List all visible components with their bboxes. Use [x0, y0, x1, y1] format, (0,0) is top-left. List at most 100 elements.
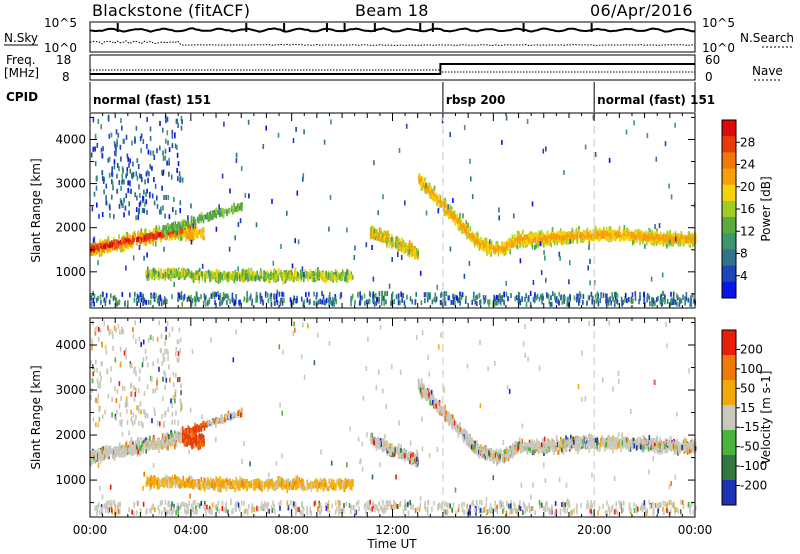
freq-trace — [90, 63, 695, 75]
power-cell — [99, 294, 102, 300]
power-cell — [634, 234, 637, 240]
power-cell — [139, 136, 142, 142]
power-cell — [436, 201, 438, 207]
power-cell — [461, 220, 463, 226]
power-cell — [162, 127, 164, 133]
power-cell — [259, 298, 262, 304]
power-cell — [170, 174, 173, 180]
power-cell — [171, 267, 174, 273]
power-cell — [94, 251, 96, 257]
power-cell — [640, 231, 643, 237]
power-cell — [105, 292, 108, 298]
power-cell — [213, 291, 216, 297]
power-cell — [605, 293, 607, 299]
power-cell — [463, 273, 466, 279]
nsearch-trace — [89, 40, 695, 47]
power-cell — [567, 296, 569, 302]
power-cell — [551, 227, 554, 232]
velocity-cell — [101, 446, 104, 452]
power-cell — [96, 202, 98, 208]
power-cell — [505, 115, 508, 121]
power-cell — [199, 270, 201, 276]
power-cell — [168, 214, 171, 220]
power-cell — [100, 124, 102, 130]
power-cell — [547, 233, 550, 238]
velocity-cell — [180, 390, 182, 396]
velocity-cell — [95, 397, 97, 403]
velocity-cell — [134, 387, 137, 393]
velocity-cell — [153, 444, 155, 450]
power-cell — [166, 116, 169, 122]
power-cell — [177, 232, 180, 238]
power-cell — [177, 222, 180, 228]
freq-panel-frame — [89, 54, 696, 81]
power-cell — [386, 242, 388, 248]
power-cell — [183, 271, 186, 277]
power-cell — [240, 166, 243, 171]
power-cell — [666, 235, 669, 241]
power-cell — [90, 301, 93, 307]
power-cell — [425, 185, 428, 191]
power-cell — [191, 226, 193, 232]
power-cell — [427, 293, 430, 299]
power-cell — [260, 270, 263, 276]
power-cell — [103, 189, 105, 195]
power-cell — [232, 275, 234, 280]
power-cell — [488, 299, 491, 305]
power-cell — [251, 301, 253, 307]
power-cell — [192, 235, 194, 241]
power-cell — [129, 292, 131, 298]
velocity-cell — [119, 329, 121, 335]
velocity-cell — [174, 351, 177, 357]
power-cell — [400, 292, 403, 298]
power-cell — [390, 300, 392, 306]
power-cell — [195, 228, 197, 234]
power-cell — [365, 242, 368, 248]
power-cell — [540, 270, 543, 276]
power-cell — [653, 301, 656, 307]
power-cell — [147, 149, 150, 155]
power-cell — [223, 121, 225, 127]
velocity-cell — [155, 440, 157, 446]
power-cell — [96, 175, 98, 181]
power-cell — [167, 222, 169, 228]
power-cell — [614, 231, 617, 237]
power-cell — [193, 231, 195, 237]
power-cell — [599, 227, 601, 233]
velocity-cell — [130, 450, 132, 456]
power-cell — [276, 289, 279, 295]
power-cell — [517, 238, 519, 244]
power-cell — [271, 198, 273, 204]
power-cell — [480, 244, 483, 250]
velocity-cell — [105, 453, 107, 459]
power-cell — [267, 298, 270, 304]
power-cell — [649, 301, 651, 307]
power-cell — [530, 233, 533, 239]
power-cell — [207, 300, 209, 306]
power-cell — [581, 234, 584, 240]
velocity-cell — [140, 342, 142, 347]
power-cell — [140, 292, 143, 298]
power-cell — [193, 272, 196, 278]
power-cell — [323, 277, 326, 283]
power-cell — [639, 292, 641, 297]
power-cell — [304, 271, 306, 277]
velocity-cell — [157, 358, 159, 364]
velocity-cell — [99, 458, 102, 464]
power-cell — [473, 291, 475, 297]
power-cell — [426, 182, 429, 188]
power-cell — [674, 231, 677, 237]
velocity-cell — [117, 323, 120, 329]
power-cell — [266, 273, 268, 279]
power-cell — [558, 291, 561, 297]
velocity-cell — [167, 441, 169, 447]
y-tick-label: 2000 — [55, 221, 86, 235]
velocity-cell — [132, 441, 134, 447]
power-cell — [286, 272, 289, 278]
power-cell — [607, 231, 610, 237]
power-cell — [107, 237, 109, 243]
power-cell — [406, 294, 408, 300]
power-cell — [584, 144, 587, 150]
power-cell — [306, 297, 309, 303]
power-cell — [295, 126, 297, 132]
